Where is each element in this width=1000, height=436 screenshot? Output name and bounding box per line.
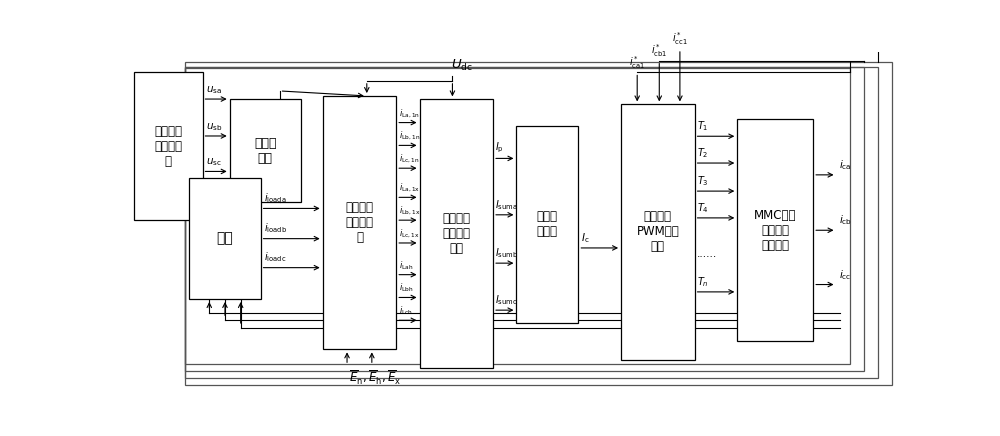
Text: $i_{\rm Lch}$: $i_{\rm Lch}$ (399, 305, 413, 317)
Text: $I_{\rm sumc}$: $I_{\rm sumc}$ (495, 293, 518, 307)
Text: 底层三相
PWM调制
模块: 底层三相 PWM调制 模块 (636, 211, 679, 253)
Text: $i_{\rm cc}$: $i_{\rm cc}$ (839, 268, 851, 282)
Text: $i_{\rm loadc}$: $i_{\rm loadc}$ (264, 251, 286, 264)
Text: 补偿量有
效值计算
模块: 补偿量有 效值计算 模块 (442, 212, 470, 255)
Text: $i_{\rm loada}$: $i_{\rm loada}$ (264, 191, 287, 205)
Text: $i_{\rm Lbh}$: $i_{\rm Lbh}$ (399, 282, 413, 294)
Text: $T_1$: $T_1$ (697, 119, 709, 133)
FancyBboxPatch shape (420, 99, 493, 368)
Text: $i_{\rm Lb,1n}$: $i_{\rm Lb,1n}$ (399, 130, 420, 143)
Text: $U_{\rm dc}$: $U_{\rm dc}$ (451, 58, 473, 73)
Text: $u_{\rm sc}$: $u_{\rm sc}$ (206, 156, 221, 168)
Text: 超限判
定模块: 超限判 定模块 (537, 211, 558, 238)
FancyBboxPatch shape (189, 178, 261, 299)
Text: $I_{\rm p}$: $I_{\rm p}$ (495, 141, 504, 155)
Text: 负荷: 负荷 (217, 232, 233, 245)
Text: $u_{\rm sa}$: $u_{\rm sa}$ (206, 84, 222, 95)
Text: $i^*_{\rm cc1}$: $i^*_{\rm cc1}$ (672, 31, 688, 47)
Text: $i_{\rm ca}$: $i_{\rm ca}$ (839, 158, 851, 172)
Text: $T_2$: $T_2$ (697, 146, 708, 160)
Text: ......: ...... (697, 249, 717, 259)
Text: $i_{\rm Lc,1x}$: $i_{\rm Lc,1x}$ (399, 228, 419, 240)
Text: $u_{\rm sb}$: $u_{\rm sb}$ (206, 121, 222, 133)
Text: $i_{\rm Lah}$: $i_{\rm Lah}$ (399, 259, 413, 272)
FancyBboxPatch shape (323, 96, 396, 349)
Text: $T_4$: $T_4$ (697, 201, 709, 215)
Text: $i_{\rm cb}$: $i_{\rm cb}$ (839, 214, 852, 227)
FancyBboxPatch shape (621, 104, 695, 360)
FancyBboxPatch shape (134, 72, 202, 220)
Text: MMC型统
一电能质
量调节器: MMC型统 一电能质 量调节器 (754, 209, 796, 252)
Text: $T_3$: $T_3$ (697, 174, 709, 188)
Text: $i_{\rm La,1n}$: $i_{\rm La,1n}$ (399, 107, 420, 119)
Text: $\overline{E}_{\rm n},\overline{E}_{\rm h},\overline{E}_{\rm x}$: $\overline{E}_{\rm n},\overline{E}_{\rm … (349, 369, 401, 387)
FancyBboxPatch shape (516, 126, 578, 323)
Text: $T_n$: $T_n$ (697, 275, 709, 289)
Text: $i_{\rm Lb,1x}$: $i_{\rm Lb,1x}$ (399, 205, 420, 217)
Text: $I_{\rm c}$: $I_{\rm c}$ (581, 231, 589, 245)
FancyBboxPatch shape (737, 119, 813, 341)
Text: $i^*_{\rm cb1}$: $i^*_{\rm cb1}$ (651, 42, 667, 59)
Text: 锁相环
模块: 锁相环 模块 (254, 136, 277, 164)
FancyBboxPatch shape (230, 99, 301, 202)
Text: $i_{\rm loadb}$: $i_{\rm loadb}$ (264, 221, 287, 235)
Text: $i^*_{\rm ca1}$: $i^*_{\rm ca1}$ (629, 54, 645, 71)
Text: $i_{\rm La,1x}$: $i_{\rm La,1x}$ (399, 182, 420, 194)
Text: $I_{\rm suma}$: $I_{\rm suma}$ (495, 198, 518, 212)
Text: $i_{\rm Lc,1n}$: $i_{\rm Lc,1n}$ (399, 153, 419, 165)
Text: $I_{\rm sumb}$: $I_{\rm sumb}$ (495, 246, 519, 260)
Text: 中压交流
配电网系
统: 中压交流 配电网系 统 (154, 125, 182, 168)
Text: 补偿量分
离计算模
块: 补偿量分 离计算模 块 (345, 201, 373, 244)
